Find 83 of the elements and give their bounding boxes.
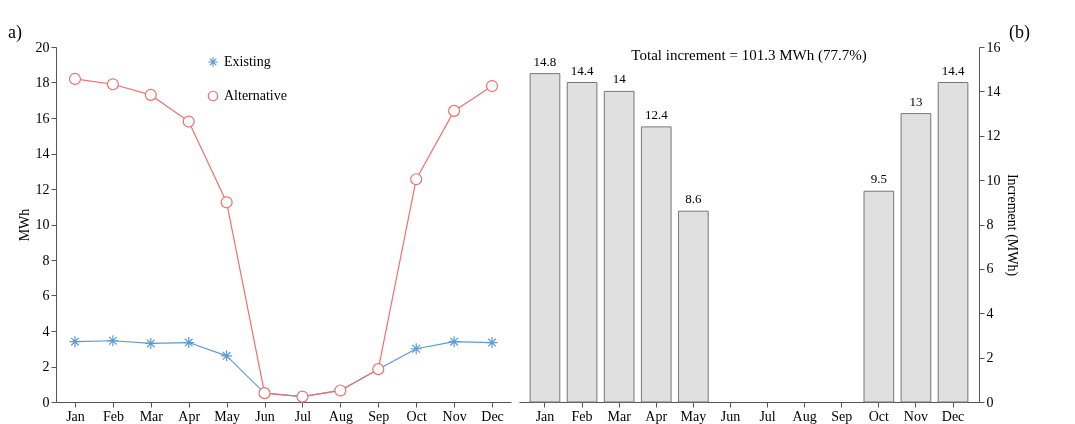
point: [410, 342, 423, 355]
bar: [900, 113, 932, 403]
text: a): [8, 22, 22, 43]
data-label: 12.4: [644, 106, 669, 122]
y2-tick-label: 10: [986, 172, 1001, 188]
bar: [640, 126, 672, 403]
x-tick-label: Sep: [831, 408, 853, 424]
point: [485, 336, 499, 349]
x-tick-label: Dec: [941, 408, 965, 424]
bar: [603, 90, 635, 403]
y2-tick-label: 0: [986, 394, 994, 410]
point: [68, 335, 82, 348]
y2-tick-label: 2: [986, 350, 994, 366]
x-tick-label: Sep: [368, 408, 390, 424]
data-label: 8.6: [685, 191, 702, 207]
x-tick-label: Aug: [792, 408, 817, 424]
point: [106, 334, 119, 347]
x-tick-label: Apr: [645, 408, 668, 424]
x-tick-label: Oct: [868, 408, 890, 424]
x-tick-label: May: [680, 408, 707, 424]
legend-label: Existing: [224, 54, 271, 69]
x-tick-label: Jul: [294, 408, 312, 424]
y2-tick-label: 16: [986, 39, 1001, 55]
point: [106, 78, 119, 91]
x-tick-label: Dec: [481, 408, 504, 424]
point: [220, 196, 233, 209]
x-tick-label: May: [214, 408, 240, 424]
x-tick-label: Jan: [535, 408, 555, 424]
y2-tick-label: 6: [986, 261, 994, 277]
legend-label: Alternative: [224, 88, 287, 103]
x-tick-label: Aug: [328, 408, 353, 424]
y-tick-label: 16: [35, 110, 50, 126]
x-tick-label: Feb: [102, 408, 124, 424]
y-tick-label: 14: [35, 146, 50, 161]
x-tick-label: Jun: [720, 408, 741, 424]
y-tick-label: 6: [42, 288, 50, 303]
point: [410, 173, 423, 186]
y2-tick-label: 14: [986, 83, 1001, 99]
x-tick-label: Jan: [66, 408, 85, 424]
y-tick-label: 8: [42, 252, 50, 268]
point: [182, 336, 195, 349]
y-axis-title: MWh: [16, 208, 32, 242]
y-tick-label: 0: [42, 394, 50, 410]
point: [182, 115, 195, 128]
bar: [566, 82, 598, 403]
point: [144, 88, 157, 101]
bar: [863, 190, 895, 403]
x-tick-label: Nov: [442, 408, 467, 424]
data-label: 14.8: [533, 53, 557, 69]
y2-axis-title: Increment (MWh): [1003, 173, 1020, 277]
data-label: 9.5: [870, 171, 887, 187]
x-tick-label: Apr: [178, 408, 201, 424]
x-tick-label: Jun: [255, 408, 275, 424]
bar: [937, 82, 969, 403]
data-label: 14: [612, 71, 627, 87]
x-tick-label: Jul: [759, 408, 776, 424]
y-tick-label: 4: [42, 323, 50, 339]
text: (b): [1009, 22, 1030, 43]
data-label: 13: [909, 93, 923, 109]
y2-tick-label: 8: [986, 217, 994, 232]
x-tick-label: Oct: [406, 408, 427, 424]
bar: [678, 210, 709, 403]
bar: [529, 73, 561, 403]
y-tick-label: 18: [35, 75, 50, 90]
point: [144, 337, 157, 350]
point: [485, 79, 499, 93]
x-tick-label: Nov: [903, 408, 928, 424]
data-label: 14.4: [941, 62, 965, 78]
y-tick-label: 12: [35, 181, 50, 197]
x-tick-label: Feb: [571, 408, 593, 424]
y-tick-label: 2: [42, 359, 50, 374]
data-label: 14.4: [570, 62, 594, 78]
x-tick-label: Mar: [607, 408, 632, 424]
point: [448, 104, 461, 117]
x-tick-label: Mar: [139, 408, 164, 424]
y2-tick-label: 12: [986, 128, 1001, 144]
annotation: Total increment = 101.3 MWh (77.7%): [631, 47, 867, 64]
point: [220, 349, 233, 362]
y2-tick-label: 4: [986, 305, 994, 321]
point: [448, 335, 461, 348]
point: [68, 72, 82, 86]
y-tick-label: 20: [35, 39, 50, 55]
y-tick-label: 10: [35, 217, 50, 232]
